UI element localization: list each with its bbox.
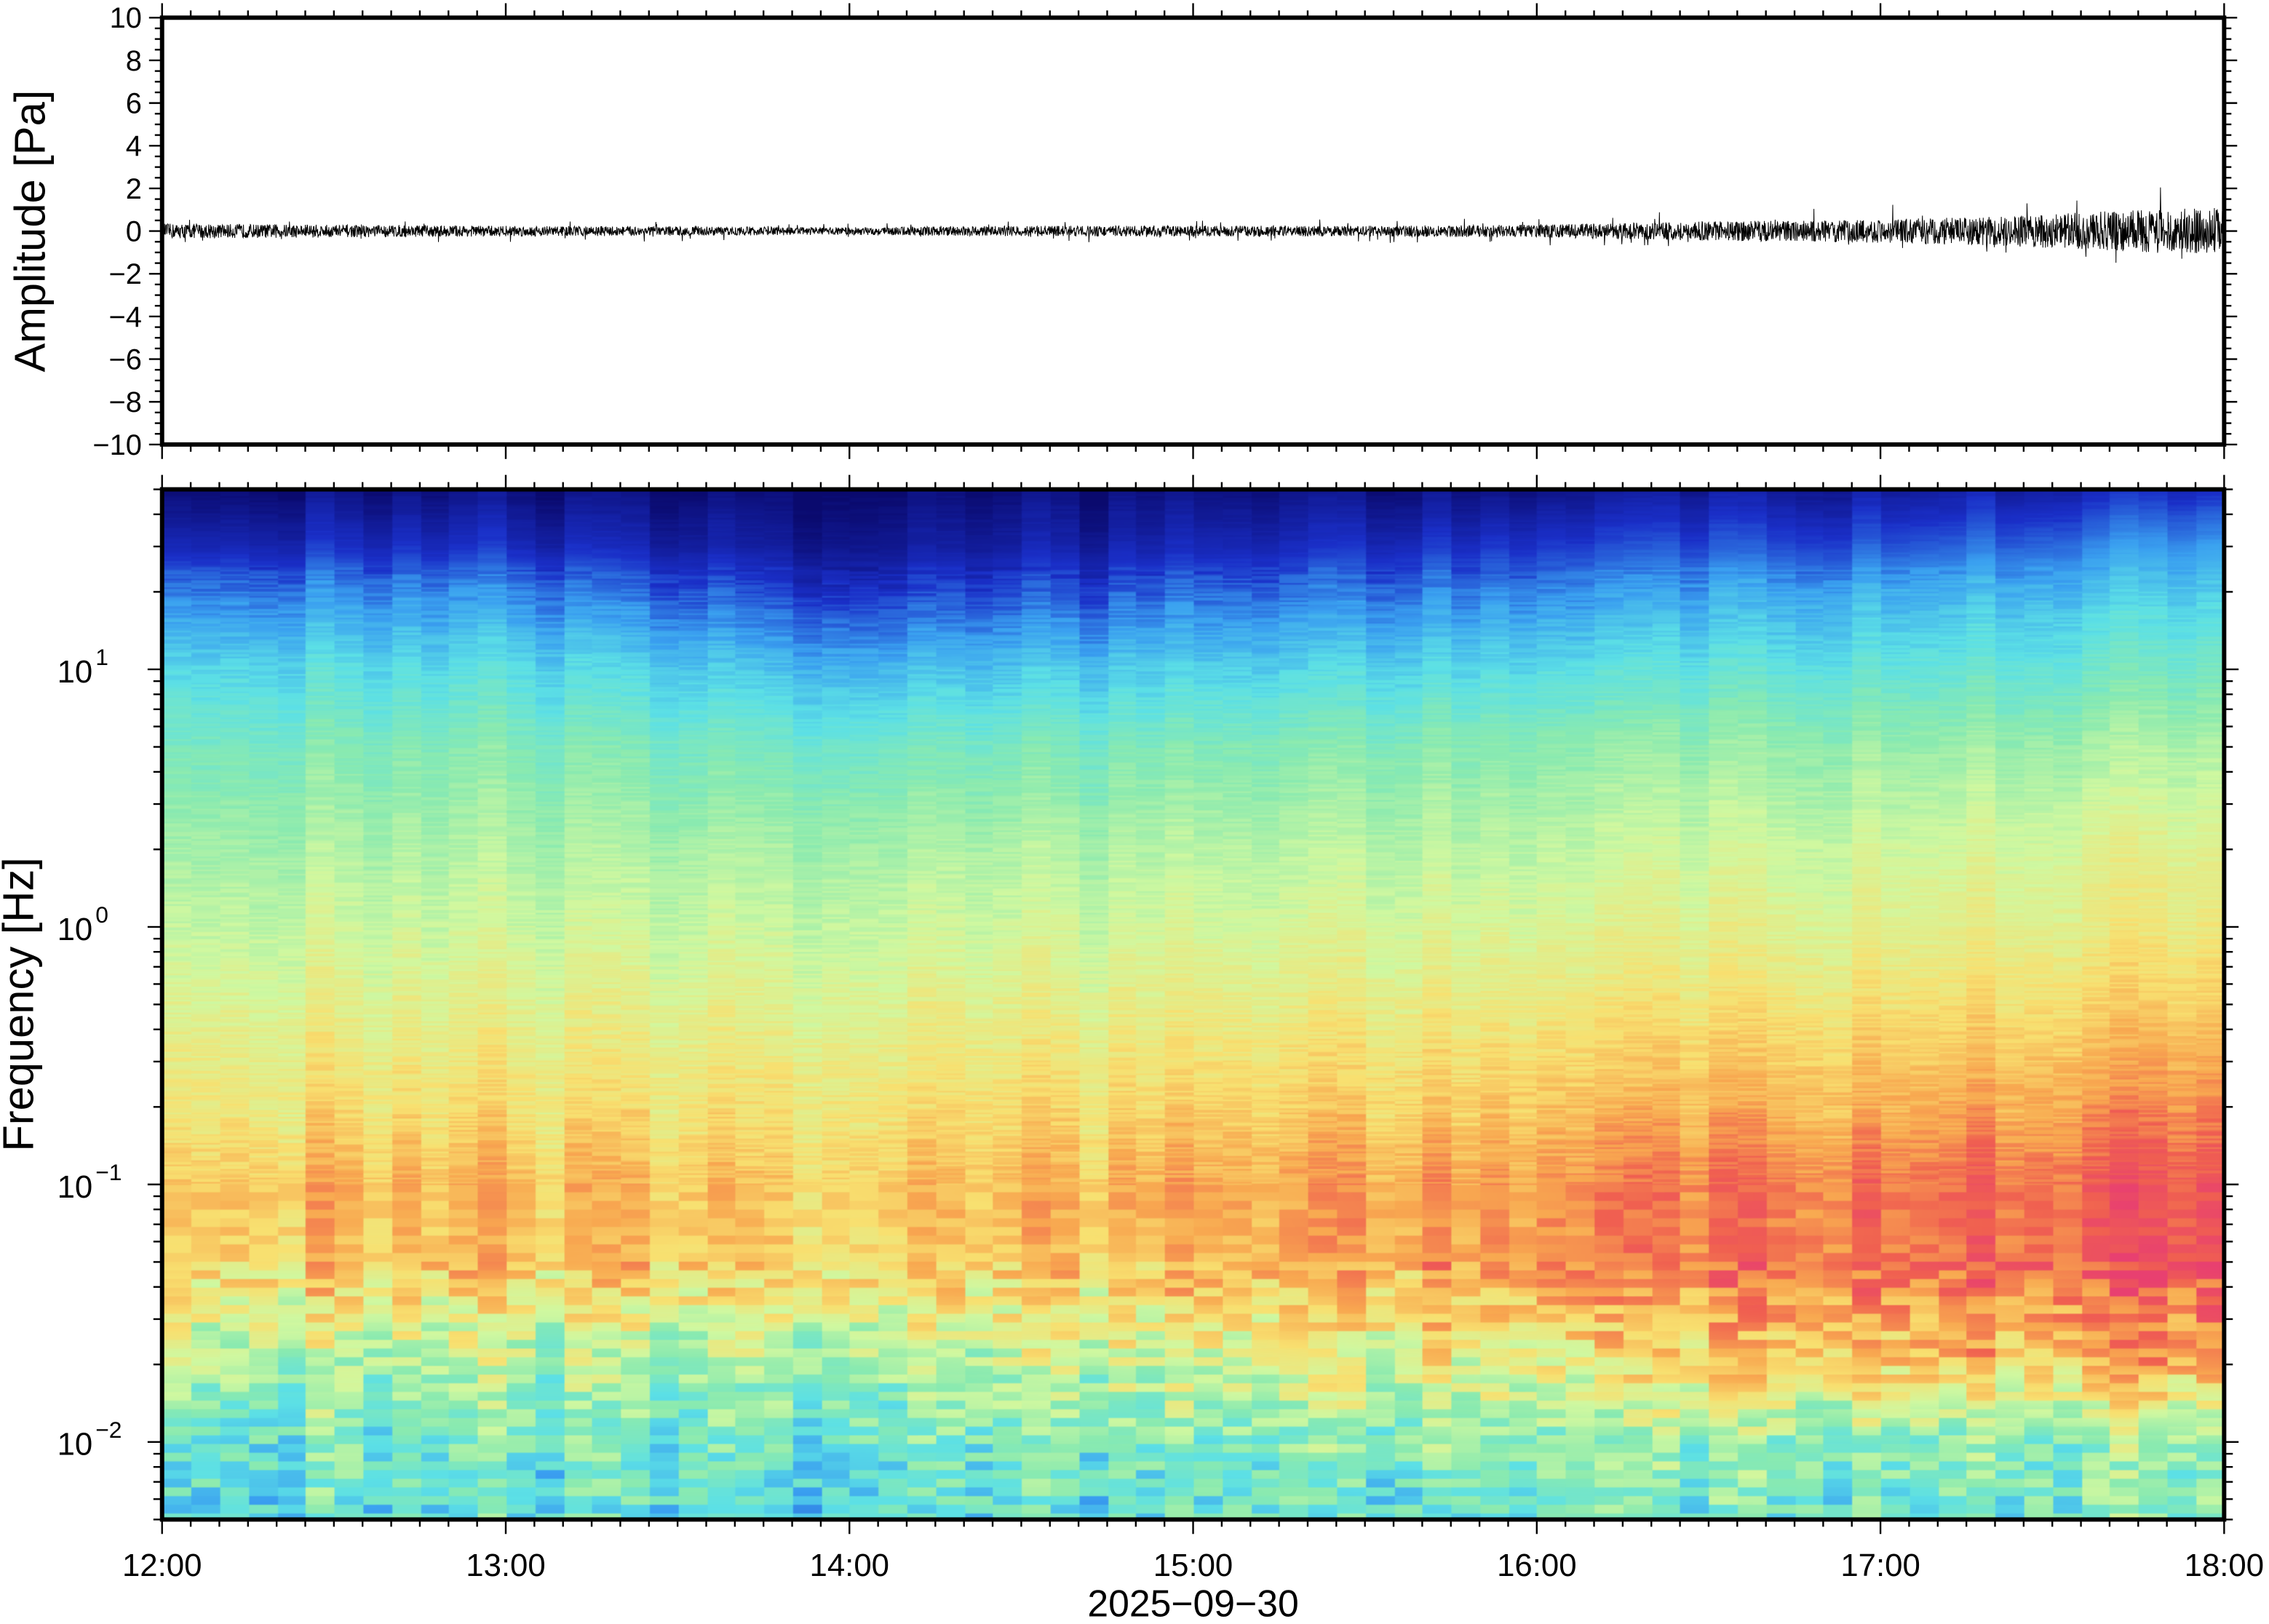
y-tick-label: 10 [57,654,93,690]
y-tick-exponent: 1 [95,644,108,670]
x-tick-label: 15:00 [1153,1548,1233,1583]
y-tick-label: 10 [57,1169,93,1205]
y-tick-label: 10 [57,1427,93,1462]
waveform-line [162,187,2225,263]
x-tick-label: 14:00 [810,1548,889,1583]
x-axis-label: 2025−09−30 [1087,1583,1298,1624]
y-tick-label: 4 [126,130,142,162]
y-tick-exponent: −2 [95,1417,122,1443]
spectrogram-frame [159,487,2227,1522]
y-axis-label: Frequency [Hz] [0,857,43,1151]
y-tick-exponent: −1 [95,1159,122,1185]
x-tick-label: 18:00 [2185,1548,2264,1583]
y-tick-label: −4 [109,301,142,333]
spectrogram-heatmap [162,489,2225,1519]
y-tick-label: −2 [109,258,142,290]
y-tick-label: −8 [109,386,142,418]
x-tick-label: 16:00 [1497,1548,1576,1583]
waveform-panel: −10 −8 −6 −4 −2 0 2 4 6 8 10 Amplitude [Pa] [6,2,2238,461]
y-tick-label: 8 [126,45,142,77]
y-tick-label: 10 [110,2,142,34]
x-tick-label: 12:00 [122,1548,202,1583]
y-tick-label: −10 [92,429,141,461]
x-tick-label: 17:00 [1840,1548,1920,1583]
x-tick-label: 13:00 [466,1548,545,1583]
y-tick-label: −6 [109,344,142,376]
y-tick-label: 6 [126,88,142,120]
y-axis-label: Amplitude [Pa] [6,90,55,373]
y-tick-exponent: 0 [95,901,108,928]
y-tick-label: 2 [126,173,142,205]
y-tick-label: 10 [57,912,93,947]
y-tick-label: 0 [126,216,142,248]
